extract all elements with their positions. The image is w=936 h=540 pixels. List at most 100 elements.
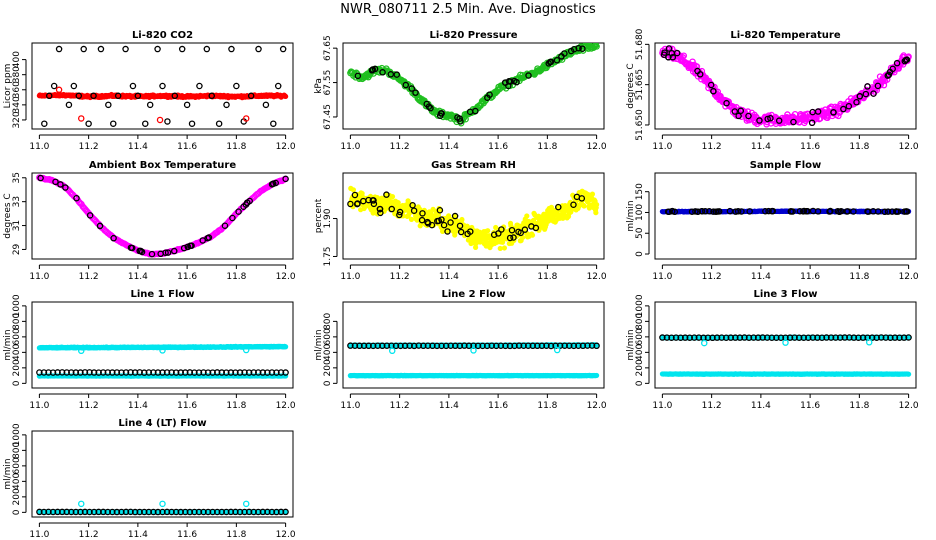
data-point-black [347,200,354,208]
data-point-black [745,112,752,120]
x-tick-label: 11.8 [226,272,246,282]
data-point-black [850,208,857,215]
data-point-main [439,228,446,234]
data-point-black [65,101,73,109]
plot-frame [342,172,605,260]
data-point-black [451,212,459,220]
data-point-black [154,45,161,53]
y-tick-label: 400 [635,344,645,361]
data-point-black [521,226,529,233]
data-point-cyan-outliers [553,346,561,354]
x-tick-label: 11.6 [177,142,197,152]
y-tick-label: 0 [12,380,22,386]
data-point-black [506,234,514,242]
data-point-black [244,199,251,206]
data-point-main [729,103,736,110]
y-tick-label: 360 [12,81,22,98]
data-point-black [467,228,474,235]
x-axis: 11.0 11.2 11.4 11.6 11.8 12.0 [340,393,607,411]
data-point-black [836,208,843,215]
y-tick-label: 1.90 [323,208,333,228]
data-point-main [408,216,415,222]
x-tick-label: 11.0 [340,272,360,282]
data-point-black [840,105,847,113]
data-point-black [282,175,289,183]
data-point-black [270,120,277,127]
data-point-black [171,247,178,255]
data-points [347,43,600,127]
data-point-black [457,228,465,236]
data-point-black [701,207,709,215]
y-axis-label: percent [314,198,324,233]
data-point-black [553,57,561,64]
x-tick-label: 11.0 [340,401,360,411]
y-tick-label: 340 [12,96,22,113]
y-tick-label: 51.665 [635,69,645,101]
data-point-main [493,224,499,231]
data-point-black [490,231,498,239]
data-point-black [235,208,242,215]
data-point-black [804,207,811,215]
data-point-black [223,101,230,109]
data-point-black [41,120,48,127]
data-point-main [472,244,479,251]
data-point-black [692,208,699,215]
data-point-black [661,49,668,56]
x-tick-label: 12.0 [587,272,607,282]
x-tick-label: 11.4 [128,401,148,411]
data-points [36,343,289,379]
x-tick-label: 12.0 [899,142,919,152]
data-point-black [669,207,676,215]
data-point-main [497,245,503,252]
chart-title: Line 1 Flow [131,289,195,300]
data-point-black [379,69,386,76]
data-point-black [97,45,105,53]
data-point-black [893,59,901,67]
x-axis: 11.0 11.2 11.4 11.6 11.8 12.0 [29,264,296,282]
x-tick-label: 11.6 [488,401,508,411]
data-point-black [402,81,410,89]
y-tick-label: 0 [635,251,645,257]
data-point-black [575,44,582,52]
plot-frame [654,301,917,389]
data-point-black [268,181,276,188]
data-point-main [828,103,835,111]
data-point-main [581,203,587,209]
data-point-black [510,234,517,241]
data-point-black [203,45,211,53]
data-point-black [90,92,97,100]
data-point-black [710,208,717,215]
y-tick-label: 400 [323,344,333,361]
data-point-black [180,244,188,252]
data-point-black [796,208,804,215]
x-tick-label: 11.2 [79,272,99,282]
data-point-black [148,250,156,258]
data-point-black [874,208,882,215]
x-tick-label: 11.6 [800,272,820,282]
data-point-black [142,120,149,127]
data-point-black [418,216,426,224]
data-point-black [274,82,282,90]
data-point-cyan-low [594,372,600,379]
x-tick-label: 11.4 [128,142,148,152]
data-point-black [196,82,203,90]
chart-title: Ambient Box Temperature [89,160,236,171]
data-point-black [734,208,742,215]
x-tick-label: 11.6 [177,401,197,411]
x-tick-label: 11.8 [537,401,557,411]
y-axis: 1.751.90 [323,208,338,266]
data-point-black [814,108,822,115]
data-point-black [746,208,753,215]
y-tick-label: 1000 [635,294,645,317]
data-point-black [874,82,882,90]
data-point-black [353,200,361,208]
data-point-black [178,45,186,53]
x-tick-label: 11.0 [652,142,672,152]
